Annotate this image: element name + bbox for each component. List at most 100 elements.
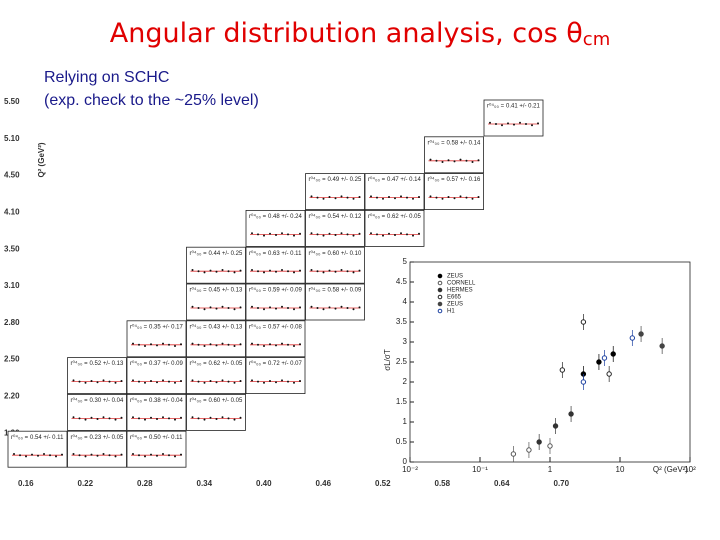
panel-point (156, 454, 158, 457)
legend-label: ZEUS (447, 274, 463, 280)
panel-frame (186, 246, 246, 284)
panel-point (400, 232, 402, 235)
panel-point (352, 197, 355, 200)
panel-point (471, 197, 474, 200)
panel-symbol: r⁰⁴₀₀ = (249, 360, 267, 367)
panel-frame (186, 283, 246, 321)
panel-point (495, 123, 497, 125)
panel-value: 0.72 +/- 0.07 (268, 361, 303, 367)
panel-point (358, 306, 361, 309)
panel-point (370, 232, 372, 235)
point (526, 447, 532, 453)
panel-point (358, 196, 361, 198)
panel-point (394, 197, 396, 200)
panel-point (209, 416, 212, 419)
y-tick-label: 1 (403, 417, 408, 426)
panel: r⁰⁴₀₀ = 0.57 +/- 0.08 (245, 320, 306, 358)
panel-point (293, 345, 295, 347)
panel-point (334, 307, 337, 310)
q2-label: 4.50 (4, 171, 20, 180)
panel-point (435, 196, 438, 199)
panel-point (180, 343, 182, 346)
point (580, 319, 587, 325)
panel-value: 0.54 +/- 0.12 (328, 214, 363, 220)
panel-value: 0.50 +/- 0.11 (149, 435, 183, 441)
panel-value: 0.58 +/- 0.09 (328, 288, 363, 294)
slide-title: Angular distribution analysis, cos θcm (110, 18, 610, 51)
panel-point (209, 343, 212, 346)
panel-point (257, 307, 259, 309)
panel-point (382, 197, 384, 200)
panel-frame (364, 209, 425, 247)
panel-symbol: r⁰⁴₀₀ = (368, 213, 386, 220)
panel-point (239, 306, 242, 309)
panel-point (191, 305, 194, 308)
panel-point (429, 158, 432, 161)
panel-point (203, 308, 206, 311)
panel-point (328, 196, 331, 198)
panel-point (215, 381, 218, 384)
legend-label: H1 (447, 309, 455, 315)
panel-point (316, 307, 319, 309)
panel-point (299, 380, 301, 382)
panel-point (221, 305, 224, 308)
panel-symbol: r⁰⁴₀₀ = (190, 250, 208, 257)
panel-point (412, 197, 414, 200)
panel-point (299, 269, 301, 272)
panel-frame (424, 136, 484, 174)
panel-symbol: r⁰⁴₀₀ = (130, 360, 148, 367)
panel-point (275, 344, 277, 347)
w-label: 0.46 (316, 479, 332, 488)
panel-symbol: r⁰⁴₀₀ = (309, 250, 327, 257)
panel-point (287, 233, 289, 236)
panel-frame (305, 246, 365, 284)
panel-symbol: r⁰⁴₀₀ = (190, 323, 208, 330)
panel-frame (126, 320, 187, 358)
panel-point (370, 195, 372, 198)
panel-point (334, 197, 337, 200)
panel-point (435, 159, 438, 162)
panel-point (263, 234, 265, 237)
panel-point (78, 417, 81, 420)
legend-marker (437, 273, 443, 279)
panel-point (215, 418, 218, 420)
panel-point (162, 416, 164, 419)
panel-point (299, 306, 301, 309)
panel-point (221, 379, 224, 382)
point (601, 355, 608, 361)
panel-symbol: r⁰⁴₀₀ = (249, 287, 267, 294)
y-tick-label: 2.5 (396, 357, 408, 366)
q2-label: 3.50 (4, 244, 20, 253)
panel-value: 0.41 +/- 0.21 (506, 104, 541, 110)
panel-point (233, 271, 236, 274)
panel-frame (186, 393, 246, 431)
panel-point (281, 269, 283, 271)
panel: r⁰⁴₀₀ = 0.44 +/- 0.25 (186, 246, 246, 284)
panel-point (334, 234, 337, 236)
w-label: 0.64 (494, 479, 510, 488)
panel-point (197, 417, 200, 420)
panel-point (287, 270, 289, 273)
w-label: 0.58 (435, 479, 451, 488)
panel-point (251, 269, 253, 271)
panel-point (406, 196, 408, 199)
panel-point (96, 454, 99, 457)
panel-point (138, 454, 140, 457)
panel-point (49, 454, 51, 457)
panel-point (168, 417, 170, 420)
panel-point (162, 453, 164, 455)
panel-point (78, 454, 81, 457)
y-tick-label: 3.5 (396, 317, 408, 326)
panel-point (174, 418, 176, 421)
panel-value: 0.60 +/- 0.05 (209, 398, 244, 404)
q2-axis-title: Q² (GeV²) (37, 142, 46, 177)
panel-frame (245, 246, 306, 284)
panel-frame (186, 320, 246, 358)
panel-point (239, 416, 242, 419)
w-label: 0.28 (137, 479, 153, 488)
panel-symbol: r⁰⁴₀₀ = (249, 323, 267, 330)
panel: r⁰⁴₀₀ = 0.58 +/- 0.09 (305, 283, 365, 321)
point (606, 371, 612, 377)
panel: r⁰⁴₀₀ = 0.23 +/- 0.05 (67, 430, 127, 468)
panel-symbol: r⁰⁴₀₀ = (71, 397, 89, 404)
